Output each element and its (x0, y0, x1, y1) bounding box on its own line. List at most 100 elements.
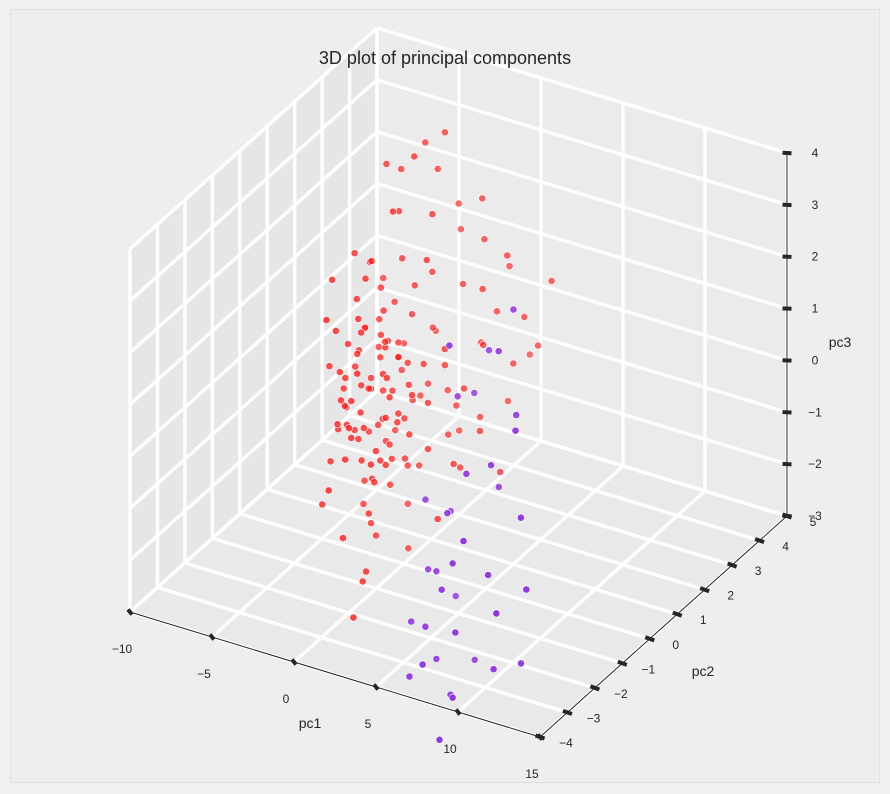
data-point-cluster-b (509, 305, 518, 314)
data-point-cluster-a (374, 420, 382, 429)
data-point-cluster-a (478, 194, 487, 203)
data-point-cluster-a (419, 359, 428, 368)
gridline-y-floor (156, 585, 568, 715)
data-point-cluster-b (485, 346, 493, 355)
data-point-cluster-a (382, 374, 391, 382)
data-point-cluster-a (433, 164, 442, 173)
data-point-cluster-a (379, 274, 388, 282)
data-point-cluster-a (324, 486, 333, 495)
data-point-cluster-a (534, 341, 542, 350)
data-point-cluster-a (354, 435, 363, 443)
data-point-cluster-a (354, 314, 363, 323)
data-point-cluster-b (494, 347, 503, 356)
floor-pane (130, 391, 787, 737)
y-tick-mark (672, 610, 683, 618)
data-point-cluster-a (339, 384, 348, 393)
data-point-cluster-a (352, 295, 361, 303)
x-tick-label: 10 (443, 742, 457, 756)
data-point-cluster-a (503, 251, 512, 260)
data-point-cluster-a (372, 531, 380, 540)
x-tick-label: −5 (197, 667, 211, 681)
z-axis-label: pc3 (829, 334, 852, 350)
data-point-cluster-a (367, 374, 375, 382)
x-tick-label: −10 (112, 642, 133, 656)
data-point-cluster-b (517, 659, 525, 668)
gridlines (128, 26, 789, 739)
gridline-y-floor (294, 462, 706, 592)
data-point-cluster-a (328, 275, 336, 284)
data-point-cluster-b (418, 660, 427, 669)
data-point-cluster-a (318, 500, 327, 509)
chart-title: 3D plot of principal components (319, 48, 571, 68)
data-point-cluster-a (336, 396, 345, 405)
data-point-cluster-b (451, 592, 460, 600)
gridline-z-back (376, 26, 788, 155)
y-tick-mark (534, 733, 546, 741)
gridline-z-side (128, 285, 379, 510)
data-point-cluster-a (520, 312, 529, 321)
gridline-z-back (376, 181, 788, 311)
y-tick-label: −1 (641, 662, 655, 676)
axes-lines (129, 153, 788, 738)
data-point-cluster-b (445, 341, 454, 350)
z-tick-label: 2 (812, 250, 819, 264)
data-point-cluster-a (408, 391, 416, 399)
axis-panes (130, 28, 787, 737)
data-point-cluster-a (347, 397, 356, 405)
data-point-cluster-a (476, 412, 484, 421)
data-point-cluster-a (325, 362, 334, 371)
data-point-cluster-a (357, 328, 365, 337)
data-point-cluster-a (364, 509, 373, 518)
z-tick-label: −1 (808, 405, 822, 419)
data-point-cluster-a (371, 447, 380, 455)
data-point-cluster-a (374, 342, 383, 351)
data-point-cluster-a (401, 454, 409, 463)
data-point-cluster-b (421, 622, 430, 631)
y-tick-label: 5 (810, 515, 817, 529)
data-point-cluster-b (421, 495, 430, 504)
data-point-cluster-a (397, 165, 406, 173)
data-point-cluster-a (353, 349, 362, 358)
z-tick-label: 3 (812, 198, 819, 212)
data-point-cluster-a (449, 460, 458, 468)
data-point-cluster-a (455, 426, 464, 435)
z-tick-label: 4 (812, 146, 819, 160)
y-tick-label: 3 (755, 564, 762, 578)
data-point-cluster-b (451, 628, 460, 637)
x-tick-mark (454, 708, 462, 716)
data-point-cluster-a (335, 368, 344, 376)
data-point-cluster-a (505, 262, 514, 271)
data-point-cluster-a (366, 460, 375, 469)
data-point-cluster-b (437, 585, 446, 594)
gridline-x-floor (210, 414, 461, 639)
data-point-cluster-a (509, 359, 518, 368)
data-point-cluster-a (408, 310, 416, 319)
y-tick-mark (726, 561, 738, 569)
data-point-cluster-a (357, 456, 366, 465)
data-point-cluster-b (470, 655, 479, 664)
data-point-cluster-a (353, 369, 362, 378)
data-point-cluster-a (359, 499, 368, 508)
data-point-cluster-a (345, 424, 353, 433)
data-point-cluster-a (393, 418, 402, 427)
data-point-cluster-a (381, 337, 390, 346)
data-point-cluster-a (349, 613, 358, 622)
data-point-cluster-a (403, 499, 412, 508)
data-point-cluster-a (356, 408, 365, 417)
data-point-cluster-a (370, 478, 379, 487)
data-point-cluster-a (344, 340, 352, 348)
data-point-cluster-a (331, 326, 340, 335)
data-point-cluster-b (512, 411, 521, 419)
y-tick-label: −4 (559, 736, 573, 750)
data-point-cluster-a (390, 297, 399, 306)
y-tick-mark (699, 586, 710, 594)
data-point-cluster-b (432, 655, 441, 663)
data-point-cluster-a (403, 358, 412, 367)
data-point-cluster-b (448, 693, 457, 702)
data-point-cluster-a (456, 225, 465, 234)
data-point-cluster-a (440, 128, 449, 137)
data-point-cluster-a (322, 316, 331, 324)
data-point-cluster-a (400, 414, 409, 423)
data-point-cluster-a (376, 283, 385, 292)
